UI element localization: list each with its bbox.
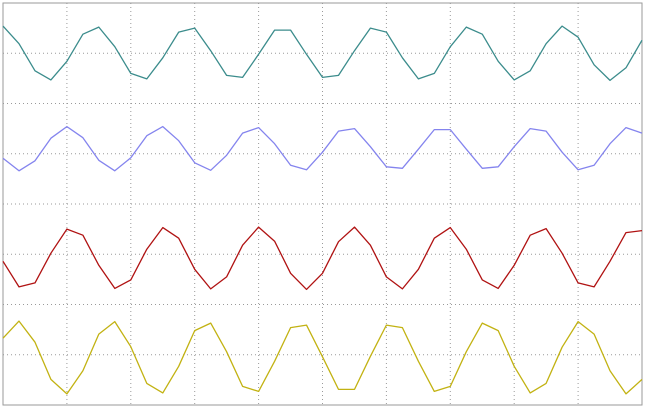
trace bbox=[2, 125, 643, 172]
trace bbox=[2, 226, 643, 291]
traces bbox=[2, 25, 643, 395]
trace bbox=[2, 25, 643, 82]
grid bbox=[2, 2, 643, 406]
trace bbox=[2, 320, 643, 395]
